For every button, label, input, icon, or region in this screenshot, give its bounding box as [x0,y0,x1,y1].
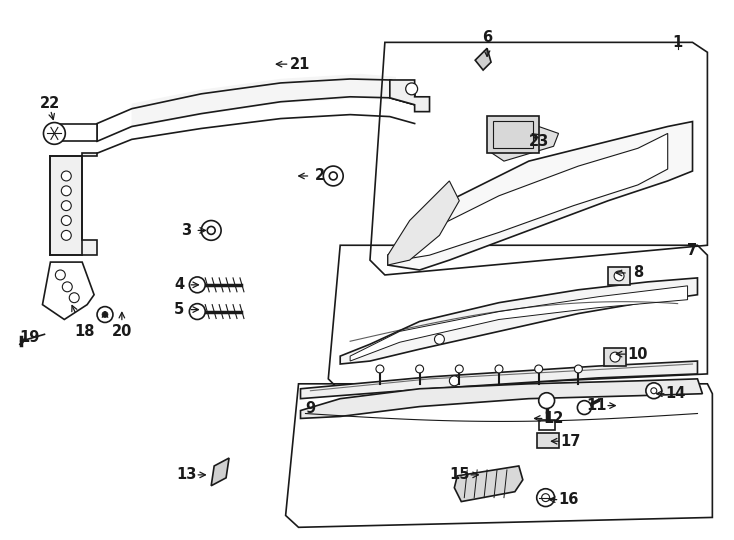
Circle shape [539,393,555,409]
Circle shape [614,271,624,281]
Circle shape [575,365,582,373]
Text: 18: 18 [74,324,95,339]
Circle shape [62,186,71,196]
Circle shape [610,352,620,362]
Circle shape [330,172,337,180]
Polygon shape [400,133,668,260]
Circle shape [62,201,71,211]
Polygon shape [489,126,559,161]
Polygon shape [388,181,459,265]
Text: 22: 22 [40,96,60,111]
Circle shape [455,365,463,373]
Text: 5: 5 [174,302,184,317]
Text: 9: 9 [305,401,316,416]
Circle shape [43,123,65,144]
Circle shape [449,376,459,386]
Text: 16: 16 [559,492,578,507]
Text: 19: 19 [19,330,40,345]
Text: 3: 3 [181,223,192,238]
Polygon shape [390,80,429,112]
Text: 20: 20 [112,324,132,339]
Circle shape [102,312,108,318]
Text: 15: 15 [449,468,470,482]
Circle shape [69,293,79,302]
Polygon shape [211,458,229,486]
Polygon shape [43,262,94,320]
Circle shape [97,307,113,322]
Circle shape [324,166,344,186]
FancyBboxPatch shape [608,267,630,285]
Circle shape [62,215,71,226]
Text: 13: 13 [176,468,197,482]
Circle shape [62,171,71,181]
Text: 6: 6 [482,30,492,45]
Text: 10: 10 [628,347,648,362]
FancyBboxPatch shape [604,348,626,366]
Text: 11: 11 [586,398,606,413]
FancyBboxPatch shape [537,433,559,448]
Text: 2: 2 [316,168,325,184]
Circle shape [537,489,555,507]
Circle shape [415,365,424,373]
Circle shape [651,388,657,394]
Polygon shape [300,379,702,418]
Text: 23: 23 [528,134,549,149]
Polygon shape [340,278,697,364]
Circle shape [62,231,71,240]
Polygon shape [475,48,491,70]
Circle shape [55,270,65,280]
Circle shape [376,365,384,373]
FancyBboxPatch shape [487,116,539,153]
Circle shape [201,220,221,240]
Circle shape [189,303,206,320]
Text: 14: 14 [666,386,686,401]
Circle shape [535,365,542,373]
Polygon shape [350,286,688,361]
Circle shape [646,383,662,399]
Polygon shape [454,466,523,502]
Text: 17: 17 [560,434,581,449]
Circle shape [406,83,418,95]
Text: 1: 1 [672,35,683,50]
Circle shape [435,334,444,344]
Circle shape [495,365,503,373]
Polygon shape [388,122,692,270]
Text: 8: 8 [633,266,643,280]
Text: 4: 4 [175,278,184,292]
Text: 12: 12 [543,411,564,426]
Polygon shape [300,361,697,399]
Polygon shape [52,124,97,141]
Circle shape [62,282,72,292]
Circle shape [189,277,206,293]
Circle shape [578,401,592,415]
Text: 21: 21 [291,57,310,72]
Text: 7: 7 [688,242,697,258]
Circle shape [542,494,550,502]
Circle shape [207,226,215,234]
Polygon shape [51,153,97,255]
